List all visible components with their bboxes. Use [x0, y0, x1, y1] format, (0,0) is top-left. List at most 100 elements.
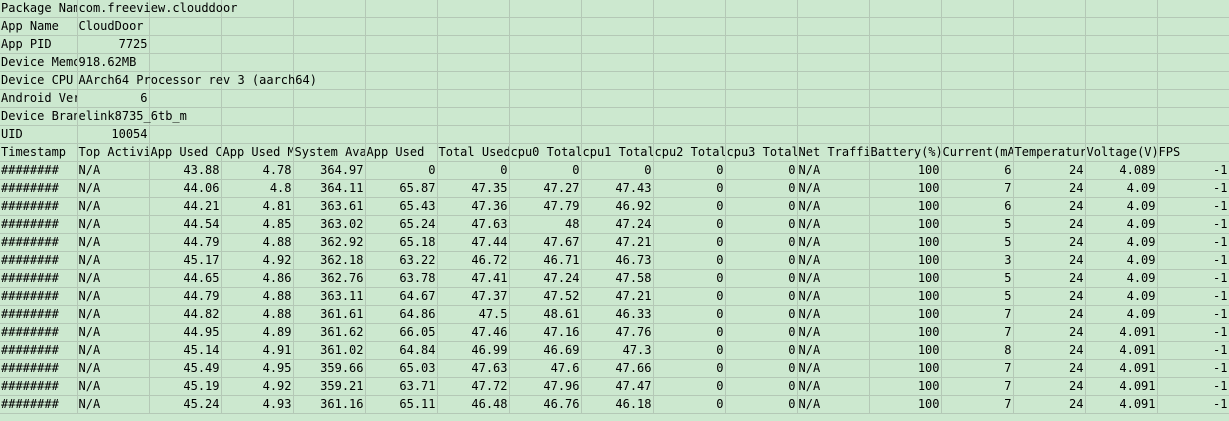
info-label-cell[interactable]: App Name [0, 17, 78, 36]
data-cell[interactable]: N/A [77, 179, 150, 198]
empty-cell[interactable] [653, 89, 726, 108]
empty-cell[interactable] [221, 0, 294, 18]
data-cell[interactable]: N/A [797, 233, 870, 252]
data-cell[interactable]: 4.8 [221, 179, 294, 198]
column-header-cell[interactable]: cpu1 Total [581, 143, 654, 162]
empty-cell[interactable] [797, 71, 870, 90]
empty-cell[interactable] [581, 53, 654, 72]
data-cell[interactable]: 65.43 [365, 197, 438, 216]
empty-cell[interactable] [797, 125, 870, 144]
column-header-cell[interactable]: App Used CPU [149, 143, 222, 162]
data-cell[interactable]: N/A [77, 323, 150, 342]
data-cell[interactable]: 100 [869, 179, 942, 198]
empty-cell[interactable] [365, 53, 438, 72]
empty-cell[interactable] [725, 0, 798, 18]
data-cell[interactable]: 4.95 [221, 359, 294, 378]
data-cell[interactable]: 4.089 [1085, 161, 1158, 180]
data-cell[interactable]: 4.81 [221, 197, 294, 216]
data-cell[interactable]: 0 [725, 323, 798, 342]
column-header-cell[interactable]: Net Traffic [797, 143, 870, 162]
data-cell[interactable]: 364.97 [293, 161, 366, 180]
data-cell[interactable]: 5 [941, 233, 1014, 252]
data-cell[interactable]: N/A [797, 341, 870, 360]
data-cell[interactable]: 4.89 [221, 323, 294, 342]
data-cell[interactable]: N/A [77, 269, 150, 288]
data-cell[interactable]: 46.72 [437, 251, 510, 270]
data-cell[interactable]: 4.92 [221, 377, 294, 396]
data-cell[interactable]: 65.87 [365, 179, 438, 198]
data-cell[interactable]: 100 [869, 323, 942, 342]
empty-cell[interactable] [509, 17, 582, 36]
data-cell[interactable]: ######## [0, 287, 78, 306]
data-cell[interactable]: N/A [77, 377, 150, 396]
data-cell[interactable]: 364.11 [293, 179, 366, 198]
empty-cell[interactable] [797, 107, 870, 126]
empty-cell[interactable] [509, 35, 582, 54]
empty-cell[interactable] [941, 107, 1014, 126]
empty-cell[interactable] [1157, 17, 1229, 36]
data-cell[interactable]: 0 [725, 215, 798, 234]
empty-cell[interactable] [1013, 107, 1086, 126]
data-cell[interactable]: 24 [1013, 323, 1086, 342]
data-cell[interactable]: 47.52 [509, 287, 582, 306]
data-cell[interactable]: 100 [869, 395, 942, 414]
data-cell[interactable]: N/A [77, 251, 150, 270]
data-cell[interactable]: -1 [1157, 359, 1229, 378]
empty-cell[interactable] [653, 53, 726, 72]
data-cell[interactable]: 46.48 [437, 395, 510, 414]
column-header-cell[interactable]: FPS [1157, 143, 1229, 162]
info-label-cell[interactable]: Device CPU [0, 71, 78, 90]
data-cell[interactable]: 7 [941, 395, 1014, 414]
data-cell[interactable]: 24 [1013, 215, 1086, 234]
data-cell[interactable]: 4.09 [1085, 197, 1158, 216]
data-cell[interactable]: 0 [653, 197, 726, 216]
data-cell[interactable]: 100 [869, 377, 942, 396]
data-cell[interactable]: 63.78 [365, 269, 438, 288]
data-cell[interactable]: 44.95 [149, 323, 222, 342]
data-cell[interactable]: 100 [869, 251, 942, 270]
info-value-cell[interactable]: 7725 [77, 35, 150, 54]
data-cell[interactable]: 0 [653, 287, 726, 306]
data-cell[interactable]: N/A [77, 359, 150, 378]
data-cell[interactable]: 0 [725, 251, 798, 270]
empty-cell[interactable] [725, 107, 798, 126]
data-cell[interactable]: 64.67 [365, 287, 438, 306]
data-cell[interactable]: 0 [725, 287, 798, 306]
empty-cell[interactable] [221, 17, 294, 36]
empty-cell[interactable] [1013, 89, 1086, 108]
data-cell[interactable]: 100 [869, 215, 942, 234]
column-header-cell[interactable]: cpu2 Total [653, 143, 726, 162]
data-cell[interactable]: 47.27 [509, 179, 582, 198]
data-cell[interactable]: 24 [1013, 179, 1086, 198]
data-cell[interactable]: 361.61 [293, 305, 366, 324]
data-cell[interactable]: -1 [1157, 287, 1229, 306]
data-cell[interactable]: -1 [1157, 269, 1229, 288]
data-cell[interactable]: N/A [77, 287, 150, 306]
empty-cell[interactable] [869, 89, 942, 108]
empty-cell[interactable] [149, 107, 222, 126]
empty-cell[interactable] [869, 125, 942, 144]
data-cell[interactable]: 0 [365, 161, 438, 180]
data-cell[interactable]: 65.24 [365, 215, 438, 234]
data-cell[interactable]: 44.54 [149, 215, 222, 234]
data-cell[interactable]: 361.62 [293, 323, 366, 342]
data-cell[interactable]: 24 [1013, 233, 1086, 252]
empty-cell[interactable] [437, 125, 510, 144]
data-cell[interactable]: 47.36 [437, 197, 510, 216]
data-cell[interactable]: 4.091 [1085, 359, 1158, 378]
data-cell[interactable]: 4.09 [1085, 287, 1158, 306]
data-cell[interactable]: 47.58 [581, 269, 654, 288]
data-cell[interactable]: 45.49 [149, 359, 222, 378]
info-value-cell[interactable]: 918.62MB [77, 53, 150, 72]
data-cell[interactable]: -1 [1157, 215, 1229, 234]
data-cell[interactable]: 100 [869, 197, 942, 216]
info-label-cell[interactable]: App PID [0, 35, 78, 54]
data-cell[interactable]: 0 [725, 359, 798, 378]
data-cell[interactable]: 48.61 [509, 305, 582, 324]
data-cell[interactable]: 100 [869, 287, 942, 306]
data-cell[interactable]: 4.09 [1085, 215, 1158, 234]
empty-cell[interactable] [1085, 89, 1158, 108]
empty-cell[interactable] [941, 125, 1014, 144]
data-cell[interactable]: 0 [581, 161, 654, 180]
data-cell[interactable]: ######## [0, 179, 78, 198]
